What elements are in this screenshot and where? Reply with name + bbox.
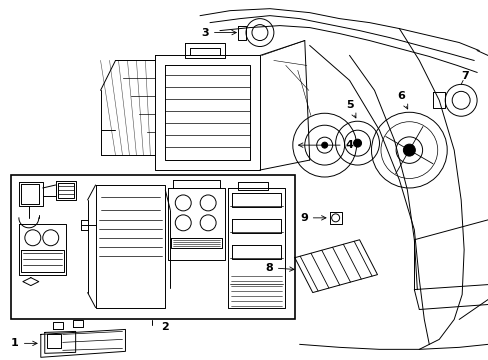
Text: 7: 7: [460, 71, 468, 81]
Text: 2: 2: [161, 323, 169, 332]
Circle shape: [353, 139, 361, 147]
Text: 4: 4: [298, 140, 353, 150]
Text: 5: 5: [345, 100, 355, 118]
Bar: [11, 175, 294, 319]
Text: 1: 1: [11, 338, 37, 348]
Text: 8: 8: [264, 263, 293, 273]
Circle shape: [321, 142, 327, 148]
Text: 6: 6: [397, 91, 407, 109]
Text: 9: 9: [299, 213, 325, 223]
Text: 3: 3: [201, 28, 236, 37]
Circle shape: [403, 144, 414, 156]
